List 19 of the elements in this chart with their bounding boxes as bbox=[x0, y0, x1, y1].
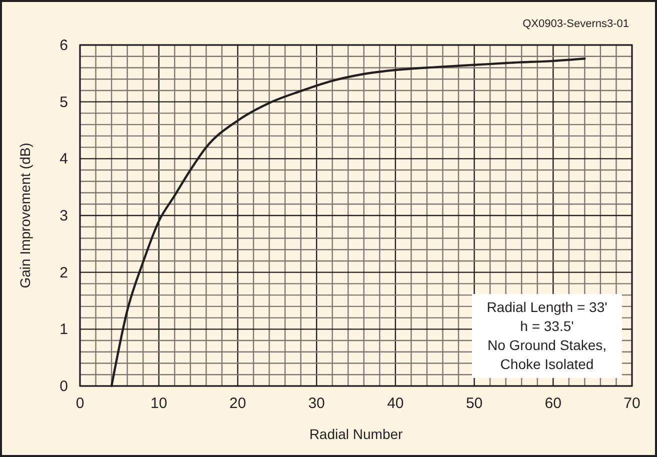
x-tick-label: 70 bbox=[624, 395, 640, 412]
y-tick-label: 4 bbox=[60, 150, 68, 168]
y-tick-label: 2 bbox=[60, 264, 68, 282]
x-tick-label: 60 bbox=[544, 395, 562, 412]
x-tick-label: 30 bbox=[308, 395, 325, 412]
y-tick-label: 6 bbox=[60, 37, 68, 54]
x-axis-title: Radial Number bbox=[309, 426, 404, 442]
y-tick-label: 3 bbox=[60, 208, 68, 224]
x-tick-label: 10 bbox=[150, 395, 168, 412]
x-tick-label: 40 bbox=[387, 395, 404, 412]
y-tick-label: 1 bbox=[60, 321, 68, 338]
text: QX0903-Severns3-01 bbox=[522, 18, 629, 30]
x-tick-label: 20 bbox=[229, 395, 246, 412]
x-tick-label: 50 bbox=[466, 395, 483, 412]
x-tick-label: 0 bbox=[76, 395, 84, 412]
y-axis-title: Gain Improvement (dB) bbox=[17, 142, 33, 288]
y-tick-label: 0 bbox=[60, 378, 68, 395]
y-tick-label: 5 bbox=[60, 94, 68, 111]
annotation: Radial Length = 33' h = 33.5' No Ground Stakes, Choke Isolated bbox=[486, 299, 608, 372]
